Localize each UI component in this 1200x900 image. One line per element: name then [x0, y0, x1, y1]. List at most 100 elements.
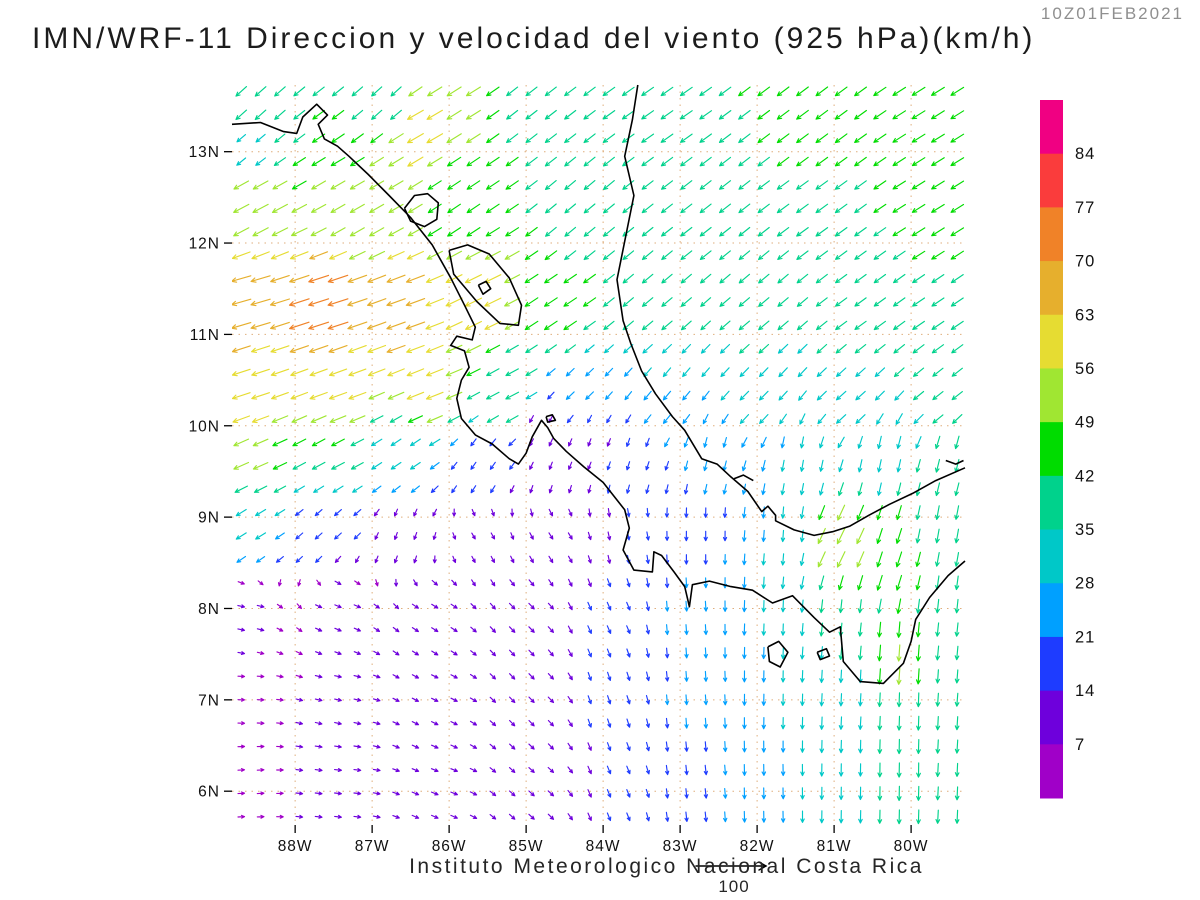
wind-arrow: [664, 624, 670, 636]
wind-arrow: [293, 86, 306, 97]
wind-arrow: [626, 648, 631, 658]
wind-arrow: [664, 437, 670, 448]
wind-arrow: [723, 741, 728, 753]
wind-arrow: [256, 556, 266, 563]
wind-arrow: [681, 343, 692, 354]
wind-arrow: [645, 437, 650, 448]
wind-arrow: [547, 391, 555, 400]
wind-arrow: [857, 482, 863, 496]
wind-arrow: [350, 462, 364, 470]
wind-arrow: [257, 580, 264, 586]
wind-arrow: [643, 367, 652, 377]
wind-arrow: [873, 133, 887, 143]
coastline-path: [231, 103, 966, 685]
wind-arrow: [877, 621, 882, 638]
wind-arrow: [293, 485, 305, 493]
wind-arrow: [564, 86, 577, 97]
wind-arrow: [873, 180, 887, 190]
wind-arrow: [564, 109, 577, 120]
wind-arrow: [315, 651, 323, 655]
wind-arrow: [758, 297, 770, 307]
wind-arrow: [931, 86, 945, 96]
wind-arrow: [563, 273, 577, 284]
wind-arrow: [295, 651, 303, 655]
wind-arrow: [954, 786, 960, 801]
wind-arrow: [777, 297, 789, 307]
wind-arrow: [470, 438, 477, 447]
wind-arrow: [276, 697, 284, 702]
wind-arrow: [583, 133, 596, 144]
wind-arrow: [450, 674, 458, 679]
wind-arrow: [741, 460, 747, 472]
wind-arrow: [548, 461, 553, 470]
wind-arrow: [757, 109, 771, 120]
wind-arrow: [950, 157, 965, 167]
lon-label: 87W: [355, 838, 390, 855]
wind-arrow: [761, 553, 766, 566]
wind-arrow: [276, 744, 284, 749]
wind-arrow: [739, 390, 750, 401]
wind-arrow: [780, 787, 786, 800]
wind-arrow: [327, 298, 349, 307]
wind-arrow: [524, 320, 539, 331]
wind-arrow: [876, 598, 882, 614]
wind-arrow: [525, 203, 538, 214]
wind-arrow: [445, 321, 463, 330]
wind-arrow: [626, 625, 631, 634]
wind-arrow: [276, 674, 284, 679]
wind-arrow: [508, 767, 516, 773]
wind-arrow: [661, 226, 673, 237]
wind-arrow: [429, 438, 441, 447]
wind-arrow: [931, 227, 945, 237]
coastline-path: [403, 192, 440, 228]
wind-arrow: [895, 505, 902, 521]
wind-arrow: [701, 367, 710, 378]
wind-arrow: [722, 577, 728, 589]
wind-arrow: [528, 602, 535, 610]
coastline-path: [616, 84, 966, 537]
wind-arrow: [626, 578, 631, 588]
wind-arrow: [330, 203, 346, 213]
wind-arrow: [893, 367, 905, 378]
wind-arrow: [703, 741, 708, 752]
wind-arrow: [645, 695, 650, 705]
wind-arrow: [892, 110, 907, 120]
wind-arrow: [761, 810, 767, 823]
wind-arrow: [447, 415, 461, 423]
wind-arrow: [722, 647, 728, 659]
wind-arrow: [835, 250, 848, 260]
wind-arrow: [411, 697, 420, 702]
wind-arrow: [606, 625, 612, 634]
lat-label: 11N: [190, 327, 220, 344]
wind-arrow: [664, 530, 670, 541]
wind-arrow: [819, 786, 825, 800]
wind-arrow: [407, 109, 424, 120]
wind-arrow: [761, 670, 766, 683]
wind-arrow: [349, 415, 366, 423]
wind-arrow: [950, 274, 964, 284]
wind-arrow: [489, 720, 497, 727]
lat-label: 7N: [198, 692, 220, 709]
wind-arrow: [452, 508, 457, 517]
wind-arrow: [684, 554, 689, 565]
wind-arrow: [508, 438, 517, 447]
wind-arrow: [954, 482, 960, 497]
wind-arrow: [742, 764, 747, 776]
wind-arrow: [797, 343, 808, 354]
wind-arrow: [368, 391, 385, 400]
wind-arrow: [856, 504, 865, 521]
wind-arrow: [857, 645, 863, 661]
wind-arrow: [626, 812, 631, 822]
wind-arrow: [780, 553, 786, 566]
wind-arrow: [390, 461, 402, 470]
colorbar: 84 77 70 63 56 49 42 35 28 21 14 7: [1040, 100, 1094, 799]
wind-arrow: [700, 343, 711, 354]
wind-arrow: [665, 717, 670, 729]
wind-arrow: [911, 180, 926, 190]
wind-arrow: [645, 788, 650, 798]
wind-arrow: [547, 719, 554, 727]
wind-arrow: [738, 273, 751, 284]
wind-arrow: [254, 109, 267, 121]
wind-arrow: [761, 576, 766, 589]
wind-arrow: [465, 320, 482, 330]
